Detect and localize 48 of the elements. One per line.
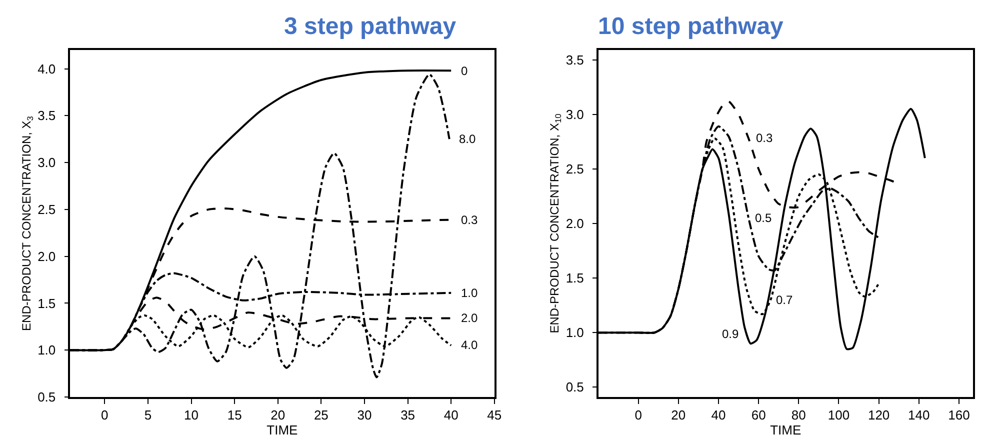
x-tick-label: 20	[270, 407, 286, 422]
series-label: 8.0	[459, 132, 476, 146]
x-tick-label: 20	[671, 407, 686, 422]
x-tick-label: 10	[184, 407, 198, 422]
x-tick-label: 0	[634, 407, 642, 422]
series-label: 1.0	[461, 286, 478, 300]
series-label: 0	[461, 64, 468, 78]
series-label: 0.9	[722, 327, 740, 341]
x-tick-label: 60	[751, 407, 766, 422]
x-tick-label: 140	[908, 407, 930, 422]
y-tick-label: 2.0	[38, 248, 56, 264]
x-tick-label: 100	[828, 407, 850, 422]
y-tick-label: 1.0	[566, 325, 584, 340]
y-tick-label: 3.5	[566, 52, 584, 68]
y-tick-label: 2.0	[566, 216, 584, 232]
x-tick-label: 160	[948, 407, 970, 422]
x-axis-title: TIME	[266, 422, 298, 438]
y-tick-label: 1.0	[38, 342, 56, 358]
y-tick-label: 4.0	[38, 61, 56, 76]
x-tick-label: 40	[711, 407, 726, 422]
series-label: 2.0	[461, 311, 478, 325]
y-tick-label: 1.5	[38, 296, 56, 311]
x-tick-label: 120	[868, 407, 890, 422]
x-tick-label: 0	[101, 407, 108, 422]
y-tick-label: 3.5	[38, 108, 56, 124]
y-tick-label: 2.5	[566, 161, 584, 176]
y-tick-label: 3.0	[566, 106, 584, 122]
y-tick-label: 3.0	[38, 155, 56, 170]
y-tick-label: 0.5	[38, 390, 56, 405]
series-label: 0.5	[755, 211, 772, 225]
x-tick-label: 5	[144, 407, 152, 422]
y-tick-label: 0.5	[566, 380, 584, 395]
x-tick-label: 40	[444, 407, 458, 422]
x-tick-label: 30	[357, 407, 372, 422]
x-tick-label: 15	[227, 407, 242, 422]
x-tick-label: 45	[487, 407, 502, 422]
series-label: 0.3	[756, 131, 774, 145]
chart-title: 3 step pathway	[284, 13, 457, 40]
x-tick-label: 25	[314, 407, 328, 422]
series-label: 4.0	[461, 338, 478, 352]
x-tick-label: 80	[791, 407, 806, 422]
series-label: 0.7	[776, 293, 794, 307]
series-label: 0.3	[461, 213, 478, 227]
x-tick-label: 35	[400, 407, 416, 422]
y-tick-label: 1.5	[566, 270, 584, 286]
x-axis-title: TIME	[770, 422, 802, 438]
chart-title: 10 step pathway	[598, 13, 784, 40]
y-tick-label: 2.5	[38, 202, 56, 217]
